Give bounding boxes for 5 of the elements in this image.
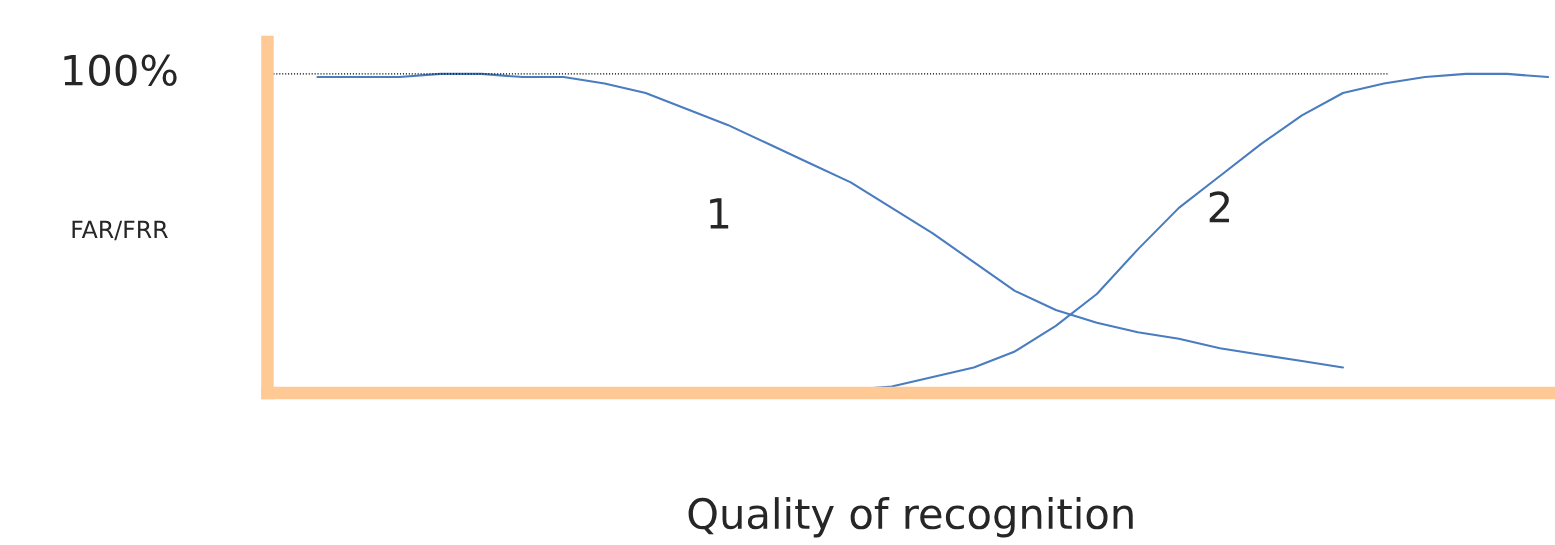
series-label: 2 [1209, 191, 1229, 223]
x-axis-title: Quality of recognition [688, 497, 1133, 538]
y-axis-title: FAR/FRR [72, 220, 168, 241]
series-label: 1 [710, 198, 729, 229]
ref-line-label: 100% [64, 54, 177, 86]
